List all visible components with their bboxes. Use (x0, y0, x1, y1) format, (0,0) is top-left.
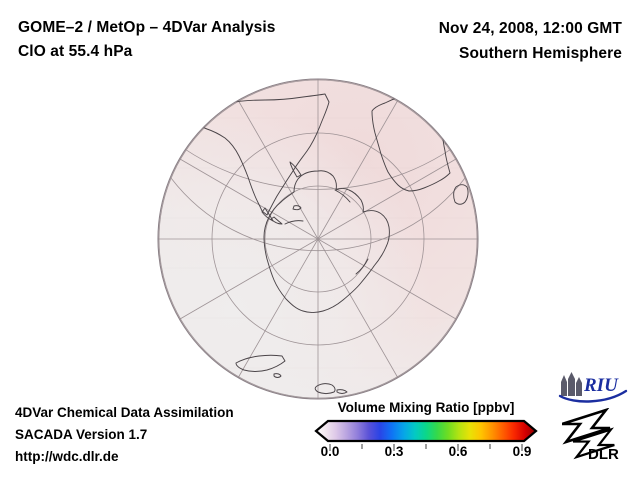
website-url[interactable]: http://wdc.dlr.de (15, 449, 119, 464)
colorbar-tick-2: 0.6 (448, 444, 468, 459)
instrument-title: GOME–2 / MetOp – 4DVar Analysis (18, 19, 276, 36)
globe-limb (157, 78, 479, 400)
colorbar-block: Volume Mixing Ratio [ppbv] (310, 400, 542, 470)
colorbar-ticks (329, 444, 523, 451)
colorbar-tick-1: 0.3 (384, 444, 404, 459)
riu-wordmark: RIU (583, 375, 619, 396)
coast-antarctica (263, 170, 390, 313)
graticule-meridians (158, 79, 478, 399)
riu-swoosh-icon (558, 389, 628, 403)
colorbar-title: Volume Mixing Ratio [ppbv] (337, 400, 515, 415)
coast-australia (235, 354, 286, 372)
dlr-logo: DLR (561, 407, 624, 471)
coast-south-america (192, 93, 330, 216)
riu-logo: RIU (558, 372, 628, 409)
riu-tower-icon (561, 372, 582, 396)
software-version: SACADA Version 1.7 (15, 427, 148, 442)
colorbar-tick-labels: 0.0 0.3 0.6 0.9 (310, 444, 542, 466)
datetime-label: Nov 24, 2008, 12:00 GMT (438, 20, 622, 37)
orthographic-globe-map (157, 78, 479, 400)
coast-madagascar (453, 184, 469, 205)
product-description: 4DVar Chemical Data Assimilation (15, 405, 234, 420)
colorbar-gradient-band (314, 419, 538, 443)
coast-new-zealand (314, 383, 336, 394)
dlr-mark-icon (561, 407, 615, 460)
header-right-block: Nov 24, 2008, 12:00 GMT Southern Hemisph… (322, 16, 622, 66)
dlr-wordmark: DLR (588, 446, 619, 463)
species-level-subtitle: ClO at 55.4 hPa (18, 43, 133, 60)
hemisphere-label: Southern Hemisphere (459, 45, 622, 62)
colorbar-scale (314, 419, 538, 451)
footer-left-block: 4DVar Chemical Data Assimilation SACADA … (15, 402, 305, 468)
colorbar-tick-0: 0.0 (320, 444, 340, 459)
header-left-block: GOME–2 / MetOp – 4DVar Analysis ClO at 5… (18, 16, 378, 64)
colorbar-tick-3: 0.9 (512, 444, 532, 459)
